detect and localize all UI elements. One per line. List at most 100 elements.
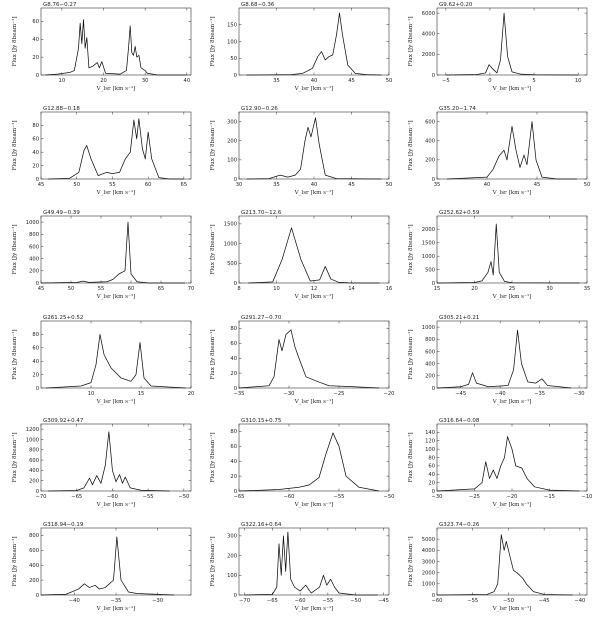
- y-tick-label: 40: [428, 472, 435, 478]
- x-tick-label: 40: [484, 182, 491, 188]
- spectrum-panel: G213.70−12.6 8 10 12 14 16 0 500 1000 1500 Flux [J…: [201, 208, 397, 309]
- y-tick-label: 0: [234, 593, 237, 599]
- x-tick-label: −35: [111, 598, 122, 604]
- x-axis-label: V_lsr [km s⁻¹]: [96, 398, 136, 405]
- panel-title: G35.20−1.74: [439, 106, 476, 112]
- panel-title: G213.70−12.6: [241, 210, 282, 216]
- x-tick-label: 40: [311, 182, 318, 188]
- y-tick-label: 0: [432, 593, 435, 599]
- x-tick-label: 55: [98, 286, 105, 292]
- x-tick-label: −65: [234, 494, 245, 500]
- panel-title: G12.90−0.26: [241, 106, 278, 112]
- spectrum-line: [48, 431, 170, 492]
- spectrum-panel: G309.92+0.47 −70 −65 −60 −55 −50 0 200 400 600 800…: [3, 416, 199, 517]
- x-tick-label: 20: [471, 286, 478, 292]
- x-tick-label: −10: [582, 494, 593, 500]
- x-axis-label: V_lsr [km s⁻¹]: [96, 85, 136, 92]
- y-tick-label: 40: [32, 150, 39, 156]
- spectrum-line: [244, 531, 378, 596]
- panel-title: G309.92+0.47: [43, 418, 84, 424]
- spectrum-panel: G323.74−0.26 −60 −55 −50 −45 −40 0 1000 2000 3000…: [399, 520, 595, 621]
- x-tick-label: −15: [544, 494, 555, 500]
- x-tick-label: −50: [350, 598, 361, 604]
- spectrum-chart: G310.15+0.75 −65 −60 −55 −50 0 20 40 60 80 Flux [J…: [209, 418, 394, 508]
- plot-frame: [238, 320, 390, 389]
- spectrum-chart: G35.20−1.74 35 40 45 50 0 200 400 600 Flux [Jy 8b…: [407, 106, 591, 196]
- x-tick-label: 35: [434, 182, 441, 188]
- x-tick-label: −45: [378, 598, 389, 604]
- spectrum-line: [40, 221, 185, 284]
- y-tick-label: 400: [29, 256, 39, 262]
- y-tick-label: 40: [32, 359, 39, 365]
- x-tick-label: 10: [273, 286, 280, 292]
- plot-frame: [436, 215, 588, 284]
- y-tick-label: 0: [234, 386, 237, 392]
- y-tick-label: 500: [425, 267, 435, 273]
- y-tick-label: 600: [29, 244, 39, 250]
- y-tick-label: 0: [36, 593, 39, 599]
- plot-frame: [436, 111, 588, 180]
- x-tick-label: 50: [386, 78, 393, 84]
- y-tick-label: 0: [234, 489, 237, 495]
- x-tick-label: −5: [442, 78, 450, 84]
- panel-title: G49.49−0.39: [43, 210, 80, 216]
- x-tick-label: 14: [348, 286, 355, 292]
- x-tick-label: 50: [68, 286, 75, 292]
- y-tick-label: 60: [428, 464, 435, 470]
- x-tick-label: −60: [107, 494, 118, 500]
- spectrum-panel: G8.68−0.36 35 40 45 50 0 50 100 150 Flux [Jy 8bea…: [201, 0, 397, 101]
- x-tick-label: 15: [434, 286, 441, 292]
- x-tick-label: 10: [88, 391, 95, 397]
- y-tick-label: 1500: [224, 222, 237, 228]
- spectrum-line: [45, 19, 187, 76]
- x-tick-label: 55: [109, 182, 116, 188]
- y-tick-label: 20: [32, 55, 39, 61]
- y-tick-label: 2000: [422, 227, 435, 233]
- x-axis-label: V_lsr [km s⁻¹]: [294, 398, 334, 405]
- y-axis-label: Flux [Jy 8beam⁻¹]: [209, 120, 216, 170]
- panel-title: G252.62+0.59: [439, 210, 480, 216]
- y-tick-label: 1000: [26, 220, 39, 226]
- spectrum-line: [45, 334, 187, 389]
- y-tick-label: 20: [32, 163, 39, 169]
- x-axis-label: V_lsr [km s⁻¹]: [96, 293, 136, 300]
- y-tick-label: 1500: [422, 241, 435, 247]
- y-tick-label: 0: [36, 177, 39, 183]
- x-axis-label: V_lsr [km s⁻¹]: [492, 85, 532, 92]
- panel-title: G8.76−0.27: [43, 2, 77, 8]
- spectrum-chart: G9.62+0.20 −5 0 5 10 0 2000 4000 6000 Flux [Jy 8b…: [407, 2, 588, 92]
- plot-frame: [40, 527, 192, 596]
- x-tick-label: 65: [158, 286, 165, 292]
- y-tick-label: 150: [227, 23, 237, 29]
- panel-title: G305.21+0.21: [439, 315, 479, 321]
- x-tick-label: 50: [584, 182, 591, 188]
- y-tick-label: 60: [230, 444, 237, 450]
- y-tick-label: 0: [432, 73, 435, 79]
- x-tick-label: −60: [284, 494, 295, 500]
- y-tick-label: 80: [32, 123, 39, 129]
- x-axis-label: V_lsr [km s⁻¹]: [492, 293, 532, 300]
- y-tick-label: 100: [227, 158, 237, 164]
- spectrum-chart: G305.21+0.21 −45 −40 −35 −30 0 200 400 600 800 100…: [407, 315, 588, 405]
- y-tick-label: 140: [425, 430, 435, 436]
- y-tick-label: 1000: [224, 241, 237, 247]
- y-tick-label: 1000: [422, 582, 435, 588]
- x-tick-label: −65: [71, 494, 82, 500]
- y-axis-label: Flux [Jy 8beam⁻¹]: [407, 16, 414, 66]
- y-tick-label: 40: [32, 37, 39, 43]
- spectrum-chart: G291.27−0.70 −35 −30 −25 −20 0 20 40 60 80 Flux [J…: [209, 315, 394, 405]
- x-tick-label: −25: [469, 494, 480, 500]
- spectrum-chart: G8.76−0.27 10 20 30 40 0 20 40 60 Flux [Jy 8beam⁻…: [11, 2, 192, 92]
- plot-frame: [40, 320, 192, 389]
- spectrum-panel: G49.49−0.39 45 50 55 60 65 70 0 200 400 600 800 1000…: [3, 208, 199, 309]
- y-tick-label: 2000: [422, 52, 435, 58]
- y-tick-label: 6000: [422, 11, 435, 17]
- y-tick-label: 4000: [422, 548, 435, 554]
- spectrum-line: [238, 432, 380, 492]
- maser-spectra-grid: G8.76−0.27 10 20 30 40 0 20 40 60 Flux [Jy 8beam⁻…: [3, 0, 595, 612]
- y-tick-label: 200: [29, 578, 39, 584]
- spectrum-panel: G35.20−1.74 35 40 45 50 0 200 400 600 Flux [Jy 8b…: [399, 104, 595, 205]
- y-tick-label: 400: [29, 563, 39, 569]
- y-tick-label: 0: [36, 386, 39, 392]
- y-axis-label: Flux [Jy 8beam⁻¹]: [209, 536, 216, 586]
